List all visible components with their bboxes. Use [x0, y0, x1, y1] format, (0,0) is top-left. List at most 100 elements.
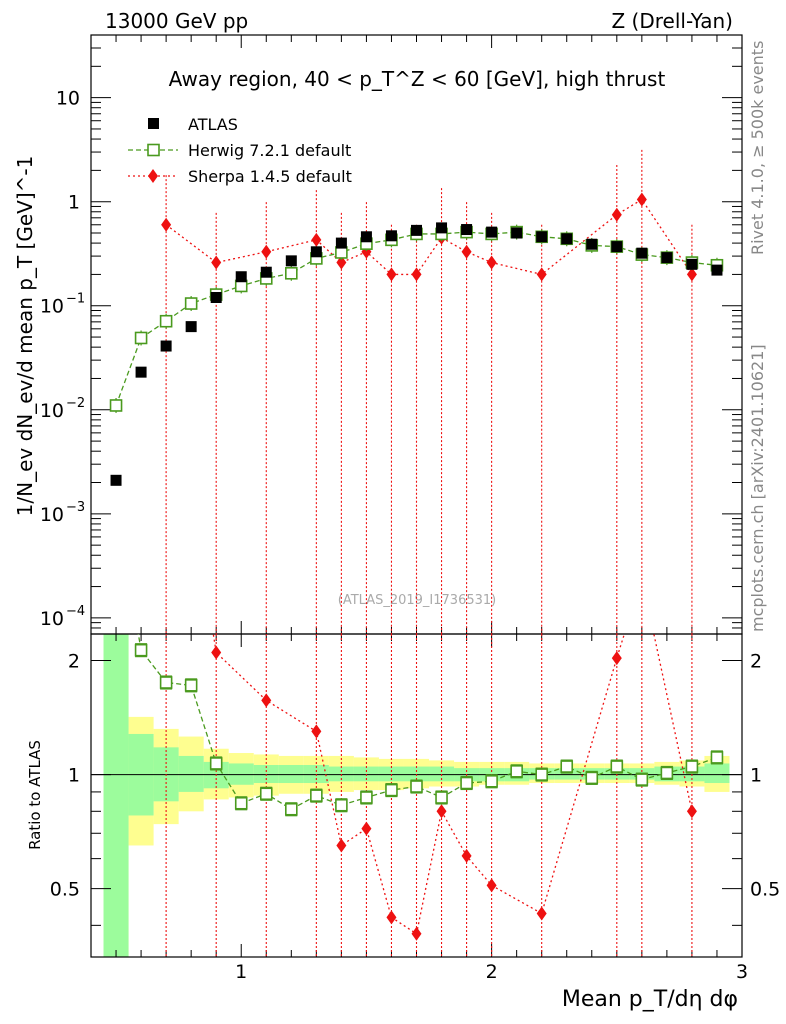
stat-uncertainty-band: [429, 766, 455, 782]
atlas-point: [185, 321, 197, 333]
stat-uncertainty-band: [353, 766, 379, 782]
herwig-point: [335, 246, 348, 259]
x-axis-label: Mean p_T/dη dφ: [562, 987, 738, 1012]
sherpa-point: [411, 267, 422, 282]
atlas-point: [661, 252, 673, 264]
herwig-ratio-point: [134, 643, 148, 657]
atlas-point: [360, 231, 372, 243]
sherpa-point: [386, 267, 397, 282]
y-tick-label: 10: [40, 400, 64, 422]
sherpa-ratio-point: [611, 651, 622, 666]
legend-herwig-marker: [147, 143, 160, 157]
ratio-tick-label-left: 1: [68, 765, 80, 787]
atlas-point: [260, 266, 272, 278]
herwig-ratio-point: [510, 765, 523, 778]
stat-uncertainty-band: [604, 768, 630, 780]
y-tick-label: 1: [68, 192, 80, 214]
ratio-axis-label: Ratio to ATLAS: [26, 740, 44, 850]
sherpa-ratio-point: [361, 821, 372, 836]
sherpa-ratio-point: [261, 693, 272, 708]
herwig-point: [184, 297, 198, 310]
herwig-ratio-point: [209, 757, 223, 770]
sherpa-ratio-point: [336, 838, 347, 853]
y-tick-exponent: −1: [66, 292, 85, 307]
atlas-point: [636, 247, 648, 259]
herwig-ratio-point: [360, 791, 373, 804]
atlas-point: [686, 258, 698, 270]
x-tick-label: 1: [235, 961, 247, 983]
herwig-ratio-point: [234, 796, 248, 810]
herwig-ratio-point: [710, 751, 724, 764]
atlas-point: [511, 227, 523, 239]
atlas-point: [335, 237, 347, 249]
herwig-ratio-point: [335, 798, 348, 812]
legend-sherpa-marker: [148, 169, 158, 183]
rivet-label: Rivet 4.1.0, ≥ 500k events: [748, 41, 767, 255]
legend: ATLAS Herwig 7.2.1 default Sherpa 1.4.5 …: [128, 115, 352, 186]
atlas-point: [210, 292, 222, 304]
sherpa-point: [486, 255, 497, 270]
mcplots-label: mcplots.cern.ch [arXiv:2401.10621]: [748, 344, 767, 632]
sherpa-ratio-point: [436, 804, 447, 819]
sherpa-ratio-point: [486, 878, 497, 893]
sherpa-point: [311, 232, 322, 247]
sherpa-point: [461, 244, 472, 259]
sherpa-ratio-point: [536, 906, 547, 921]
sherpa-point: [211, 255, 222, 270]
ratio-tick-label-left: 2: [68, 651, 80, 673]
sherpa-point: [536, 267, 547, 282]
atlas-point: [586, 238, 598, 250]
sherpa-ratio-point: [386, 910, 397, 925]
herwig-ratio-point: [635, 773, 649, 786]
plot-title: Away region, 40 < p_T^Z < 60 [GeV], high…: [169, 67, 666, 91]
stat-uncertainty-band: [403, 766, 430, 782]
stat-uncertainty-band: [704, 763, 730, 784]
herwig-ratio-point: [485, 775, 498, 788]
herwig-ratio-point: [685, 760, 699, 773]
herwig-ratio-point: [585, 771, 599, 785]
legend-herwig-label: Herwig 7.2.1 default: [188, 141, 351, 160]
y-tick-exponent: −4: [66, 604, 85, 619]
herwig-ratio-point: [285, 802, 298, 816]
atlas-point: [561, 233, 573, 245]
sherpa-point: [161, 217, 172, 232]
herwig-point: [159, 314, 173, 328]
y-tick-exponent: −2: [66, 396, 85, 411]
sherpa-ratio-point: [311, 724, 322, 739]
herwig-point: [285, 267, 298, 280]
sherpa-point: [636, 192, 647, 207]
sherpa-ratio-point: [211, 645, 222, 660]
y-axis-label: 1/N_ev dN_ev/d mean p_T [GeV]^-1: [13, 156, 37, 517]
atlas-point: [486, 226, 498, 238]
stat-uncertainty-band: [178, 755, 204, 792]
herwig-ratio-point: [184, 679, 198, 692]
atlas-point: [711, 264, 723, 276]
atlas-point: [461, 224, 473, 236]
sherpa-point: [686, 267, 697, 282]
y-tick-exponent: −3: [66, 500, 85, 515]
herwig-ratio-point: [385, 783, 398, 797]
stat-uncertainty-band: [278, 764, 304, 784]
atlas-point: [235, 271, 247, 283]
legend-sherpa-label: Sherpa 1.4.5 default: [188, 167, 352, 186]
herwig-ratio-point: [111, 498, 122, 509]
atlas-point: [436, 222, 448, 234]
herwig-ratio-point: [560, 760, 574, 773]
atlas-point: [310, 246, 322, 258]
herwig-ratio-point: [460, 776, 473, 790]
atlas-point: [160, 340, 172, 352]
sherpa-point: [611, 207, 622, 222]
y-tick-label: 10: [56, 88, 80, 110]
atlas-point: [285, 255, 297, 267]
header-left: 13000 GeV pp: [105, 9, 248, 33]
herwig-ratio-point: [435, 791, 448, 804]
watermark: (ATLAS_2019_I1736531): [338, 593, 496, 608]
y-tick-label: 10: [40, 608, 64, 630]
stat-uncertainty-band: [328, 766, 354, 782]
header-right: Z (Drell-Yan): [611, 9, 733, 33]
stat-uncertainty-band: [103, 634, 129, 957]
sherpa-point: [336, 255, 347, 270]
herwig-ratio-point: [159, 676, 173, 689]
sherpa-line: [165, 198, 693, 276]
